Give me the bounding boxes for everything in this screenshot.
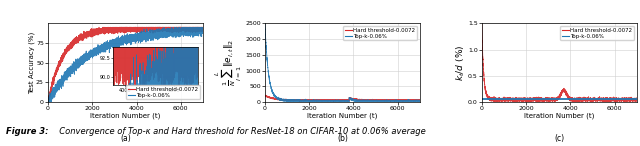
Text: (c): (c) (554, 134, 564, 143)
Legend: Hard threshold-0.0072, Top-k-0.06%: Hard threshold-0.0072, Top-k-0.06% (126, 85, 200, 99)
Y-axis label: Test Accuracy (%): Test Accuracy (%) (28, 32, 35, 94)
X-axis label: Iteration Number (t): Iteration Number (t) (90, 113, 161, 119)
Legend: Hard threshold-0.0072, Top-k-0.06%: Hard threshold-0.0072, Top-k-0.06% (560, 26, 634, 40)
Text: Convergence of Top-κ and Hard threshold for ResNet-18 on CIFAR-10 at 0.06% avera: Convergence of Top-κ and Hard threshold … (54, 127, 426, 136)
Text: (b): (b) (337, 134, 348, 143)
X-axis label: Iteration Number (t): Iteration Number (t) (307, 113, 378, 119)
Text: Figure 3:: Figure 3: (6, 127, 49, 136)
Text: (a): (a) (120, 134, 131, 143)
Legend: Hard threshold-0.0072, Top-k-0.06%: Hard threshold-0.0072, Top-k-0.06% (343, 26, 417, 40)
X-axis label: Iteration Number (t): Iteration Number (t) (524, 113, 595, 119)
Y-axis label: $\frac{1}{N}\sum_{l=1}^{L}\|e_{l,t}\|_2$: $\frac{1}{N}\sum_{l=1}^{L}\|e_{l,t}\|_2$ (214, 39, 244, 86)
Y-axis label: $k_t/d$ (%): $k_t/d$ (%) (454, 45, 467, 81)
